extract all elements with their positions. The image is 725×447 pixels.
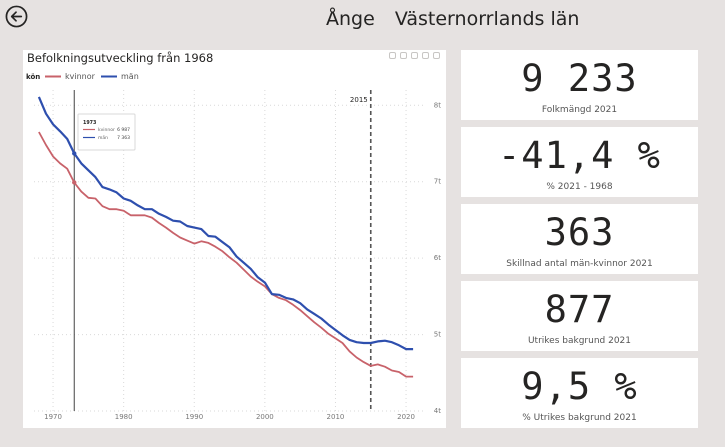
kpi-value: 363: [544, 211, 615, 254]
y-tick-label: 5t: [434, 331, 441, 339]
municipality-name: Ånge: [326, 8, 375, 30]
chart-title: Befolkningsutveckling från 1968: [27, 51, 214, 65]
kpi-label: Folkmängd 2021: [541, 105, 618, 115]
more-options-icon[interactable]: [433, 52, 440, 59]
copy-icon[interactable]: [400, 52, 407, 59]
kpi-card-foreign-background-percent[interactable]: 9,5 % % Utrikes bakgrund 2021: [461, 358, 698, 428]
y-tick-label: 7t: [434, 178, 441, 186]
focus-mode-icon[interactable]: [422, 52, 429, 59]
x-tick-label: 2010: [327, 413, 345, 421]
y-tick-label: 8t: [434, 101, 441, 109]
tooltip-series-value: 6 987: [117, 127, 130, 133]
tooltip-series-value: 7 363: [117, 135, 130, 141]
back-arrow-icon[interactable]: [5, 5, 28, 28]
x-tick-label: 1990: [185, 413, 203, 421]
hover-point: [72, 180, 77, 185]
tooltip-year: 1973: [83, 120, 96, 126]
kpi-card-population[interactable]: 9 233 Folkmängd 2021: [461, 50, 698, 120]
tooltip-series-name: kvinnor: [98, 127, 115, 133]
kpi-label: Utrikes bakgrund 2021: [527, 336, 632, 346]
page-title: Ånge Västernorrlands län: [326, 8, 593, 30]
legend-entry: män: [121, 72, 139, 81]
reference-line-label: 2015: [350, 96, 368, 104]
hover-point: [72, 151, 77, 156]
series-line-kvinnor[interactable]: [38, 131, 414, 378]
kpi-value: -41,4 %: [498, 134, 661, 177]
kpi-card-gender-difference[interactable]: 363 Skillnad antal män-kvinnor 2021: [461, 204, 698, 274]
kpi-value: 877: [544, 288, 615, 331]
kpi-label: % 2021 - 1968: [546, 182, 613, 192]
x-tick-label: 2000: [256, 413, 274, 421]
population-line-chart[interactable]: 1970 1980 1990 2000 2010 2020 4t 5t 6t 7t 8t 2015 kö…: [23, 50, 446, 428]
legend-entry: kvinnor: [65, 72, 96, 81]
series-line-man[interactable]: [37, 96, 414, 351]
x-tick-label: 2020: [397, 413, 415, 421]
kpi-value: 9 233: [521, 57, 638, 100]
y-tick-label: 6t: [434, 254, 441, 262]
tooltip-box: [77, 113, 136, 151]
kpi-label: % Utrikes bakgrund 2021: [522, 413, 637, 423]
y-tick-label: 4t: [434, 407, 441, 415]
kpi-card-foreign-background[interactable]: 877 Utrikes bakgrund 2021: [461, 281, 698, 351]
pin-icon[interactable]: [389, 52, 396, 59]
x-tick-label: 1970: [44, 413, 62, 421]
tooltip-series-name: män: [98, 135, 108, 141]
kpi-label: Skillnad antal män-kvinnor 2021: [506, 259, 653, 269]
x-tick-label: 1980: [115, 413, 133, 421]
visual-header-toolbar[interactable]: [389, 52, 440, 59]
kpi-card-change-percent[interactable]: -41,4 % % 2021 - 1968: [461, 127, 698, 197]
kpi-value: 9,5 %: [521, 365, 638, 408]
legend-title: kön: [26, 73, 40, 81]
population-chart-panel[interactable]: 1970 1980 1990 2000 2010 2020 4t 5t 6t 7t 8t 2015 kö…: [23, 50, 446, 428]
county-name: Västernorrlands län: [394, 8, 580, 30]
filter-icon[interactable]: [411, 52, 418, 59]
